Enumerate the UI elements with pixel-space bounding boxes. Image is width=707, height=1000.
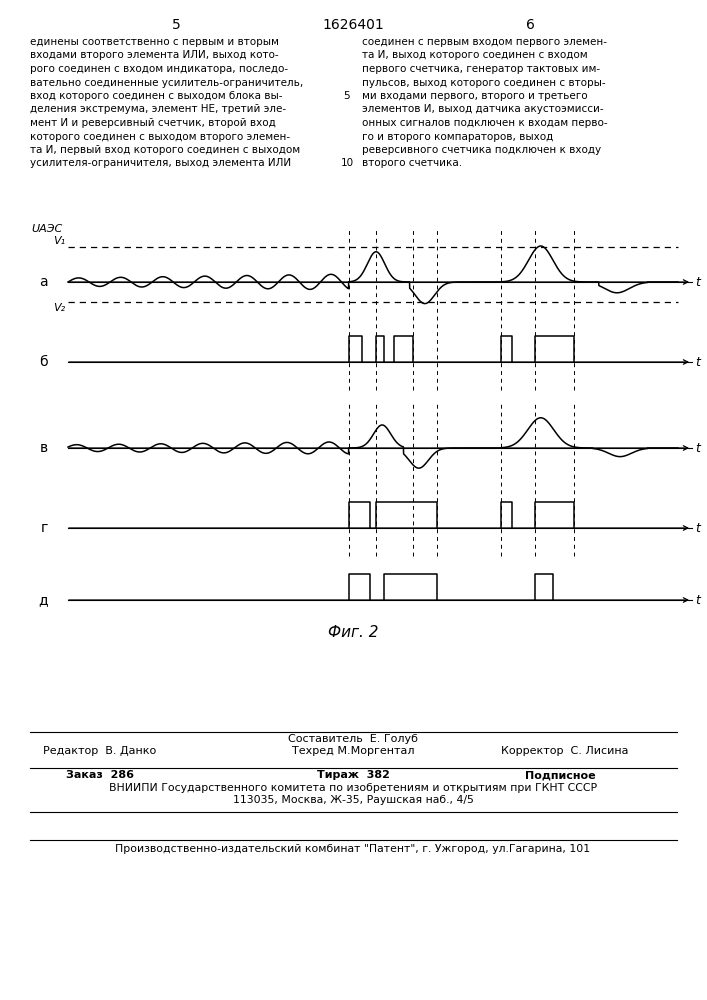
Text: в: в <box>40 441 48 455</box>
Text: та И, выход которого соединен с входом: та И, выход которого соединен с входом <box>362 50 588 60</box>
Text: Подписное: Подписное <box>525 770 595 780</box>
Text: второго счетчика.: второго счетчика. <box>362 158 462 168</box>
Text: 113035, Москва, Ж-35, Раушская наб., 4/5: 113035, Москва, Ж-35, Раушская наб., 4/5 <box>233 795 474 805</box>
Text: а: а <box>40 275 48 289</box>
Text: 6: 6 <box>525 18 534 32</box>
Text: д: д <box>38 593 48 607</box>
Text: Составитель  Е. Голуб: Составитель Е. Голуб <box>288 734 418 744</box>
Text: V₂: V₂ <box>53 303 65 313</box>
Text: t: t <box>695 522 700 534</box>
Text: 5: 5 <box>172 18 180 32</box>
Text: первого счетчика, генератор тактовых им-: первого счетчика, генератор тактовых им- <box>362 64 600 74</box>
Text: ми входами первого, второго и третьего: ми входами первого, второго и третьего <box>362 91 588 101</box>
Text: t: t <box>695 356 700 368</box>
Text: V₁: V₁ <box>53 236 65 246</box>
Text: элементов И, выход датчика акустоэмисси-: элементов И, выход датчика акустоэмисси- <box>362 104 604 114</box>
Text: 5: 5 <box>344 91 350 101</box>
Text: Фиг. 2: Фиг. 2 <box>328 625 378 640</box>
Text: рого соединен с входом индикатора, последо-: рого соединен с входом индикатора, после… <box>30 64 288 74</box>
Text: Производственно-издательский комбинат "Патент", г. Ужгород, ул.Гагарина, 101: Производственно-издательский комбинат "П… <box>115 844 590 854</box>
Text: t: t <box>695 275 700 288</box>
Text: Корректор  С. Лисина: Корректор С. Лисина <box>501 746 629 756</box>
Text: Тираж  382: Тираж 382 <box>317 770 390 780</box>
Text: го и второго компараторов, выход: го и второго компараторов, выход <box>362 131 554 141</box>
Text: пульсов, выход которого соединен с вторы-: пульсов, выход которого соединен с вторы… <box>362 78 606 88</box>
Text: соединен с первым входом первого элемен-: соединен с первым входом первого элемен- <box>362 37 607 47</box>
Text: 10: 10 <box>341 158 354 168</box>
Text: деления экстремума, элемент НЕ, третий эле-: деления экстремума, элемент НЕ, третий э… <box>30 104 286 114</box>
Text: ВНИИПИ Государственного комитета по изобретениям и открытиям при ГКНТ СССР: ВНИИПИ Государственного комитета по изоб… <box>109 783 597 793</box>
Text: вход которого соединен с выходом блока вы-: вход которого соединен с выходом блока в… <box>30 91 283 101</box>
Text: UАЭC: UАЭC <box>32 224 63 234</box>
Text: t: t <box>695 442 700 454</box>
Text: 1626401: 1626401 <box>322 18 384 32</box>
Text: вательно соединенные усилитель-ограничитель,: вательно соединенные усилитель-ограничит… <box>30 78 303 88</box>
Text: единены соответственно с первым и вторым: единены соответственно с первым и вторым <box>30 37 279 47</box>
Text: t: t <box>695 593 700 606</box>
Text: реверсивного счетчика подключен к входу: реверсивного счетчика подключен к входу <box>362 145 601 155</box>
Text: г: г <box>40 521 48 535</box>
Text: мент И и реверсивный счетчик, второй вход: мент И и реверсивный счетчик, второй вхо… <box>30 118 276 128</box>
Text: входами второго элемента ИЛИ, выход кото-: входами второго элемента ИЛИ, выход кото… <box>30 50 279 60</box>
Text: Техред М.Моргентал: Техред М.Моргентал <box>292 746 414 756</box>
Text: б: б <box>40 355 48 369</box>
Text: усилителя-ограничителя, выход элемента ИЛИ: усилителя-ограничителя, выход элемента И… <box>30 158 291 168</box>
Text: которого соединен с выходом второго элемен-: которого соединен с выходом второго элем… <box>30 131 290 141</box>
Text: Редактор  В. Данко: Редактор В. Данко <box>43 746 157 756</box>
Text: Заказ  286: Заказ 286 <box>66 770 134 780</box>
Text: онных сигналов подключен к входам перво-: онных сигналов подключен к входам перво- <box>362 118 607 128</box>
Text: та И, первый вход которого соединен с выходом: та И, первый вход которого соединен с вы… <box>30 145 300 155</box>
